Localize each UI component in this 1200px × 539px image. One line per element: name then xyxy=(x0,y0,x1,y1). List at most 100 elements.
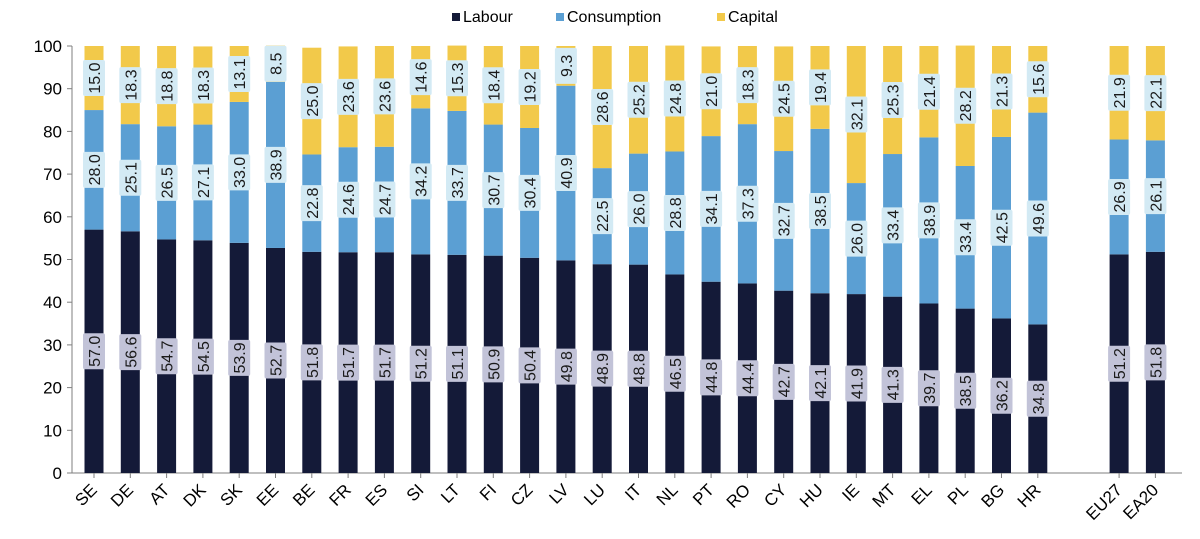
data-label-consumption-bg: 42.5 xyxy=(990,209,1013,246)
data-label-capital-it: 25.2 xyxy=(627,81,650,118)
data-label-labour-cy: 42.7 xyxy=(772,363,795,400)
x-tick-label: DK xyxy=(180,480,211,511)
data-label-labour-mt: 41.3 xyxy=(881,366,904,403)
data-label-labour-fr: 51.7 xyxy=(337,344,360,381)
data-label-box xyxy=(736,185,759,222)
legend-label: Consumption xyxy=(567,9,661,26)
data-label-consumption-at: 26.5 xyxy=(155,164,178,201)
data-label-capital-lt: 15.3 xyxy=(446,60,468,97)
data-label-text: 26.0 xyxy=(849,223,866,254)
data-label-capital-si: 14.6 xyxy=(409,59,432,96)
data-label-text: 52.7 xyxy=(269,345,286,376)
data-label-consumption-lv: 40.9 xyxy=(554,155,577,192)
data-label-box xyxy=(446,164,468,201)
data-label-box xyxy=(1108,74,1131,111)
x-tick-label: EA20 xyxy=(1119,480,1162,523)
data-label-box xyxy=(627,81,650,118)
data-label-capital-hu: 19.4 xyxy=(809,69,831,106)
data-label-text: 15.3 xyxy=(450,63,467,94)
data-label-box xyxy=(83,151,105,188)
data-label-box xyxy=(409,59,432,96)
chart-legend: Labour Consumption Capital xyxy=(452,9,778,26)
data-label-capital-pt: 21.0 xyxy=(700,73,723,110)
x-tick-label: SE xyxy=(71,480,100,509)
data-label-box xyxy=(373,78,396,115)
data-label-text: 32.1 xyxy=(849,99,866,130)
data-label-text: 51.2 xyxy=(414,348,431,379)
data-label-text: 49.8 xyxy=(559,351,576,382)
data-label-box xyxy=(155,164,178,201)
data-label-box xyxy=(155,68,178,105)
data-label-box xyxy=(119,159,142,196)
data-label-text: 18.3 xyxy=(196,70,213,101)
legend-item-consumption: Consumption xyxy=(556,9,661,26)
data-label-box xyxy=(191,338,214,375)
data-label-labour-nl: 46.5 xyxy=(663,355,686,392)
data-label-text: 14.6 xyxy=(414,61,431,92)
data-label-box xyxy=(881,82,904,119)
data-label-consumption-pt: 34.1 xyxy=(700,190,723,227)
data-label-text: 25.2 xyxy=(632,84,649,115)
data-label-box xyxy=(845,365,868,402)
data-label-text: 24.8 xyxy=(668,83,685,114)
data-label-text: 21.4 xyxy=(922,76,939,107)
data-label-text: 33.0 xyxy=(232,157,249,188)
data-label-capital-ee: 8.5 xyxy=(264,45,287,82)
data-label-capital-lu: 28.6 xyxy=(591,89,614,126)
legend-label: Capital xyxy=(728,9,778,26)
x-tick-label: PT xyxy=(689,480,718,509)
data-label-box xyxy=(300,83,323,120)
x-tick-label: HR xyxy=(1014,480,1045,511)
data-label-consumption-cz: 30.4 xyxy=(518,174,541,211)
data-label-box xyxy=(264,45,287,82)
data-label-text: 15.6 xyxy=(1031,64,1048,95)
data-label-labour-bg: 36.2 xyxy=(990,377,1013,414)
data-label-capital-fi: 18.4 xyxy=(482,67,505,104)
legend-swatch xyxy=(556,13,564,21)
data-label-box xyxy=(191,67,214,104)
data-label-capital-ro: 18.3 xyxy=(736,67,759,104)
data-label-consumption-ee: 38.9 xyxy=(264,146,287,183)
data-label-box xyxy=(409,163,432,200)
data-label-box xyxy=(627,350,650,387)
data-label-consumption-el: 38.9 xyxy=(917,202,940,239)
data-label-capital-eu27: 21.9 xyxy=(1108,74,1131,111)
data-label-box xyxy=(337,78,360,115)
data-label-text: 33.4 xyxy=(886,210,903,241)
data-label-capital-lv: 9.3 xyxy=(554,47,577,84)
data-label-box xyxy=(591,89,614,126)
data-label-box xyxy=(809,365,831,402)
data-label-box xyxy=(881,207,904,244)
data-label-capital-ie: 32.1 xyxy=(845,96,868,133)
data-label-text: 8.5 xyxy=(269,53,286,75)
data-label-consumption-it: 26.0 xyxy=(627,191,650,228)
data-label-text: 26.5 xyxy=(160,167,177,198)
data-label-capital-ea20: 22.1 xyxy=(1144,75,1167,112)
data-label-box xyxy=(518,347,541,384)
data-label-text: 22.8 xyxy=(305,187,322,218)
data-label-text: 34.8 xyxy=(1031,383,1048,414)
data-label-text: 33.7 xyxy=(450,167,467,198)
data-label-capital-cz: 19.2 xyxy=(518,68,541,105)
data-label-text: 37.3 xyxy=(740,188,757,219)
data-label-capital-fr: 23.6 xyxy=(337,78,360,115)
data-label-text: 51.7 xyxy=(341,347,358,378)
data-label-text: 51.2 xyxy=(1112,348,1129,379)
data-label-consumption-fr: 24.6 xyxy=(337,181,360,218)
data-label-consumption-be: 22.8 xyxy=(300,185,323,222)
data-label-text: 19.4 xyxy=(813,72,830,103)
data-label-text: 51.1 xyxy=(450,348,467,379)
data-label-box xyxy=(809,193,831,230)
data-label-labour-lv: 49.8 xyxy=(554,348,577,385)
data-label-labour-cz: 50.4 xyxy=(518,347,541,384)
data-label-consumption-sk: 33.0 xyxy=(228,154,251,191)
data-label-text: 39.7 xyxy=(922,373,939,404)
legend-label: Labour xyxy=(463,9,513,26)
x-tick-label: EE xyxy=(253,480,282,509)
data-label-box xyxy=(337,181,360,218)
data-label-capital-hr: 15.6 xyxy=(1026,61,1049,98)
data-label-text: 21.0 xyxy=(704,76,721,107)
data-label-consumption-ie: 26.0 xyxy=(845,220,868,257)
data-label-consumption-nl: 28.8 xyxy=(663,194,686,231)
data-label-text: 23.6 xyxy=(341,81,358,112)
